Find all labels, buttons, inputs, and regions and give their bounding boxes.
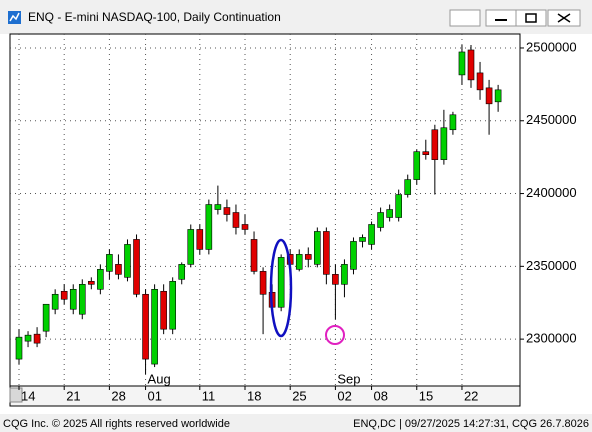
plot-area [9,33,521,387]
x-tick-label: 14 [21,388,35,403]
x-tick-label: 25 [292,388,306,403]
candle-body [196,229,204,250]
candle-body [314,231,321,265]
candle-body [431,129,439,160]
candle-body [205,204,213,250]
candle-body [485,87,493,105]
candle-body [106,254,113,272]
y-tick-label: 2450000 [526,112,577,127]
candle-body [449,114,457,131]
candle-body [78,284,86,315]
close-glyph [557,13,571,23]
link-button[interactable] [449,9,481,27]
app-icon-glyph [9,12,20,22]
candle-body [295,254,303,270]
maximize-button[interactable] [515,9,547,27]
candle-body [51,293,59,310]
candle-body [33,333,41,344]
x-tick-label: 22 [464,388,478,403]
candle-body [169,281,176,330]
x-axis-bar [9,385,521,407]
candle-body [277,257,285,308]
candle-body [214,204,222,210]
footer-bar [0,414,592,432]
candle-body [178,264,186,280]
candle-body [259,271,267,295]
candle-body [133,239,140,295]
month-label: Aug [148,371,171,386]
candle-body [440,127,448,160]
candle-body [368,224,375,245]
candle-body [15,336,23,360]
candle-body [332,274,339,285]
candle-body [341,264,348,285]
x-tick-label: 11 [202,388,216,403]
candle-body [323,231,330,275]
candle-body [241,224,249,230]
candle-body [395,194,402,218]
candle-body [422,151,430,155]
candle-body [160,290,167,330]
y-tick-label: 2300000 [526,331,577,346]
x-tick-label: 08 [374,388,388,403]
candle-body [88,281,95,285]
candle-body [223,207,231,215]
candle-body [115,264,122,275]
candle-body [97,269,104,290]
x-tick-label: 21 [66,388,80,403]
candle-body [377,212,384,228]
plot: 2300000 2350000 2400000 2450000 2500000 14 21 2… [10,34,577,403]
candle-body [69,288,77,310]
x-tick-label: 02 [337,388,351,403]
x-tick-label: 28 [111,388,125,403]
candle-body [151,288,158,365]
footer-left: CQG Inc. © 2025 All rights reserved worl… [3,418,230,430]
highlight-ellipse [269,238,293,338]
scroll-thumb[interactable] [9,387,23,403]
candle-body [413,151,421,180]
candle-body [232,212,240,228]
candle-body [304,254,312,260]
candle-body [142,293,149,360]
candle-body [250,239,258,272]
candle-body [187,229,195,265]
candle-body [124,244,131,278]
month-label: Sep [337,371,360,386]
candle-body [24,334,32,342]
candle-body [386,209,393,218]
candle-body [458,51,466,76]
candle-body [476,72,484,91]
candle-body [60,290,68,300]
y-tick-label: 2500000 [526,39,577,54]
footer-right: ENQ,DC | 09/27/2025 14:27:31, CQG 26.7.8… [353,418,589,430]
candle-body [350,241,357,270]
y-tick-label: 2350000 [526,258,577,273]
window-title: ENQ - E-mini NASDAQ-100, Daily Continuat… [28,10,281,24]
y-tick-label: 2400000 [526,185,577,200]
candle-body [404,179,412,195]
x-tick-label: 01 [148,388,162,403]
candle-body [42,303,50,332]
x-tick-label: 18 [247,388,261,403]
minimize-button[interactable] [485,9,517,27]
maximize-glyph [525,13,537,23]
candle-body [359,237,366,242]
candle-body [467,49,475,81]
x-tick-label: 15 [419,388,433,403]
highlight-circle [325,325,345,345]
candle-body [494,89,502,103]
